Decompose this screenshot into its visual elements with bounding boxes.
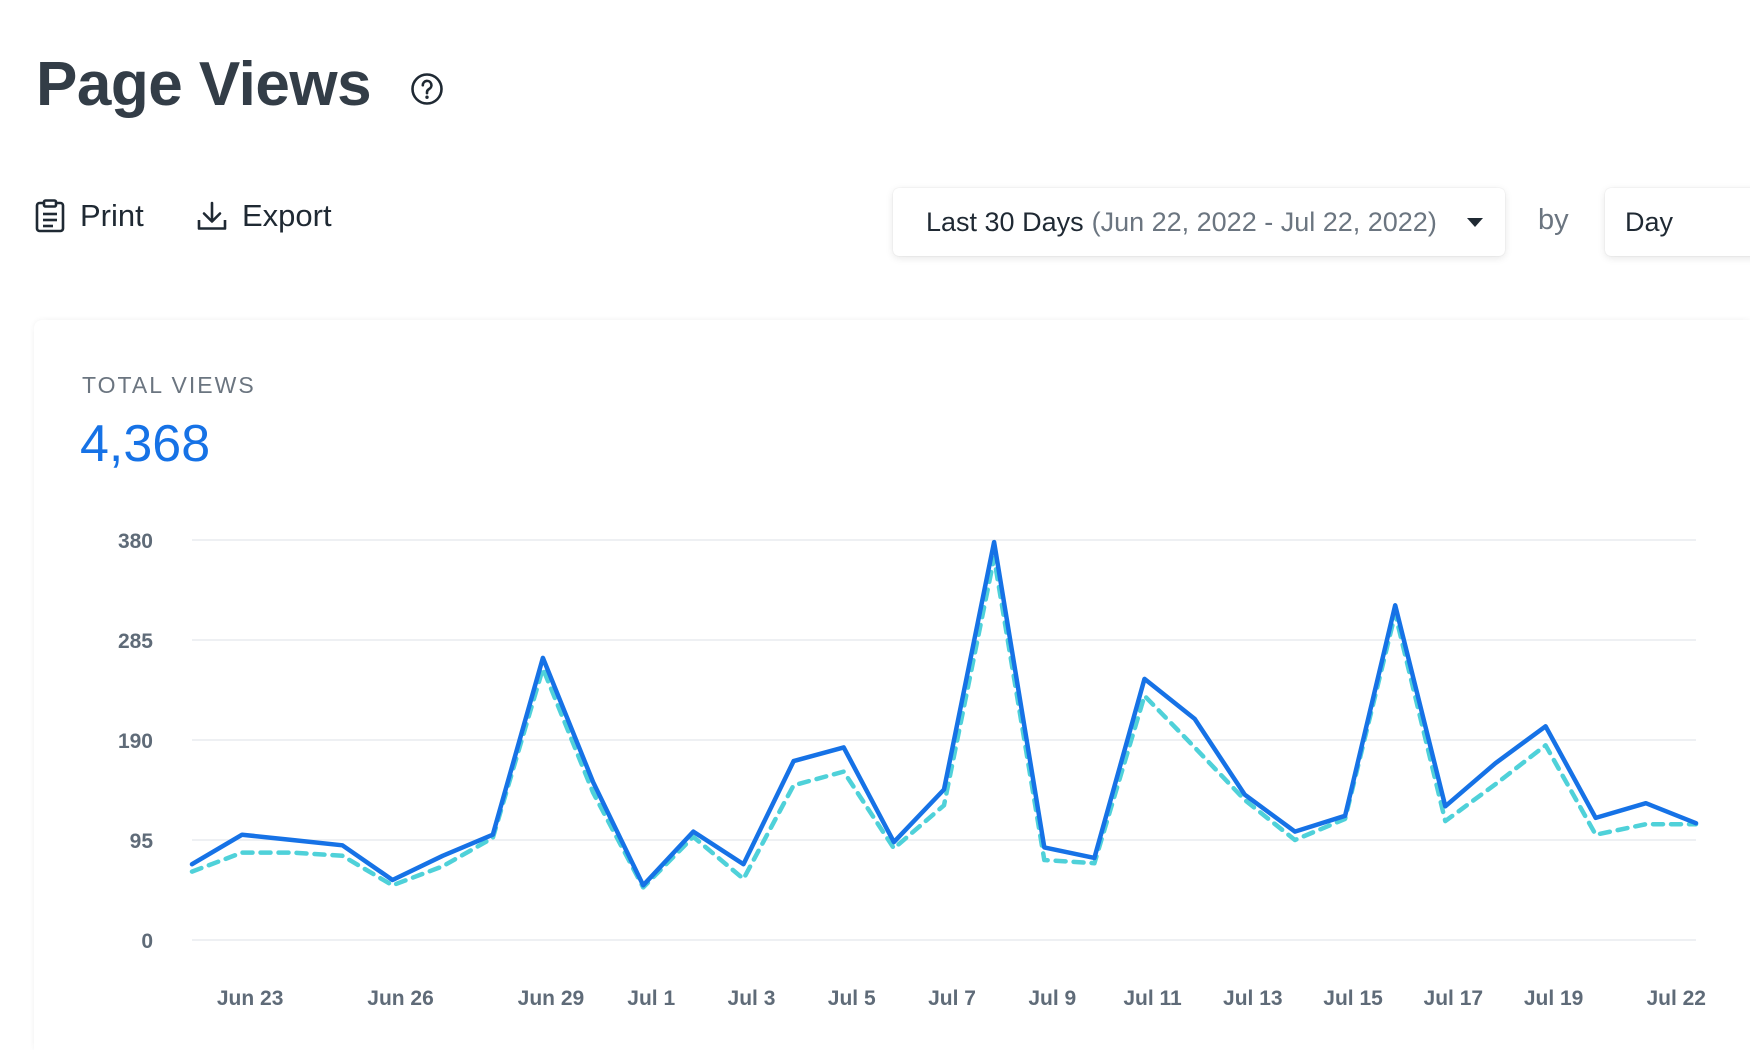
download-icon xyxy=(197,201,227,230)
y-tick-label: 95 xyxy=(130,830,154,853)
x-tick-label: Jul 9 xyxy=(1028,987,1076,1010)
y-tick-label: 190 xyxy=(118,730,153,753)
y-tick-label: 285 xyxy=(118,630,153,653)
caret-down-icon xyxy=(1467,218,1483,227)
export-label: Export xyxy=(242,198,332,233)
x-tick-label: Jul 3 xyxy=(728,987,776,1010)
date-range-dropdown[interactable]: Last 30 Days (Jun 22, 2022 - Jul 22, 202… xyxy=(893,188,1505,256)
print-label: Print xyxy=(80,198,144,233)
y-tick-label: 380 xyxy=(118,530,153,553)
series-line-solid xyxy=(189,539,1699,888)
x-tick-label: Jul 7 xyxy=(928,987,976,1010)
date-range-label: Last 30 Days xyxy=(926,206,1084,237)
x-tick-label: Jun 29 xyxy=(518,987,585,1010)
interval-label: Day xyxy=(1625,206,1674,237)
x-tick-label: Jul 17 xyxy=(1424,987,1484,1010)
x-tick-label: Jul 15 xyxy=(1323,987,1383,1010)
print-button[interactable]: Print xyxy=(34,198,144,234)
x-tick-label: Jul 5 xyxy=(828,987,876,1010)
total-views-value: 4,368 xyxy=(80,415,211,473)
x-tick-label: Jun 26 xyxy=(367,987,434,1010)
series-line-dashed xyxy=(189,555,1699,890)
x-tick-label: Jul 19 xyxy=(1524,987,1584,1010)
clipboard-icon xyxy=(35,199,65,233)
x-tick-label: Jul 22 xyxy=(1646,987,1706,1010)
interval-dropdown[interactable]: Day xyxy=(1605,188,1750,256)
by-label: by xyxy=(1538,204,1569,236)
page-title: Page Views xyxy=(36,50,372,119)
x-tick-label: Jun 23 xyxy=(217,987,284,1010)
question-circle-icon[interactable] xyxy=(410,72,444,106)
date-range-dates: (Jun 22, 2022 - Jul 22, 2022) xyxy=(1091,206,1437,237)
x-tick-label: Jul 11 xyxy=(1123,987,1182,1010)
x-tick-label: Jul 13 xyxy=(1223,987,1283,1010)
chart-card xyxy=(34,320,1750,1050)
total-views-label: TOTAL VIEWS xyxy=(82,372,256,398)
export-button[interactable]: Export xyxy=(196,198,332,234)
y-tick-label: 0 xyxy=(141,930,153,953)
x-tick-label: Jul 1 xyxy=(627,987,675,1010)
